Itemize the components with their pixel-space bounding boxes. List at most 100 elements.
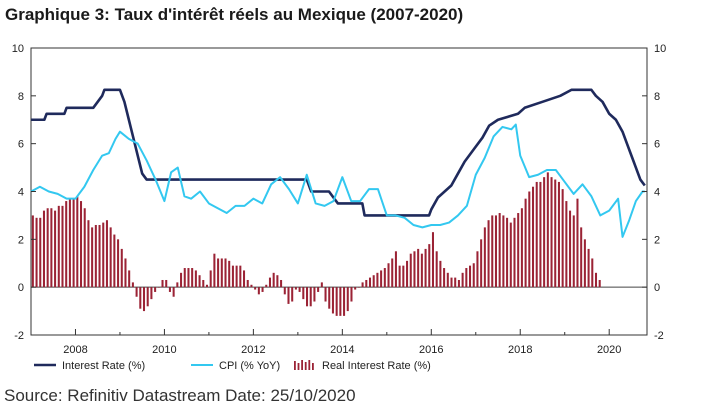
real-rate-bar [557, 181, 560, 288]
real-rate-bar [120, 248, 123, 288]
y-tick-label-right: 6 [654, 139, 660, 151]
real-rate-bar [394, 251, 397, 288]
real-rate-bar [283, 287, 286, 295]
real-rate-bar [80, 201, 83, 288]
x-axis: 2008 2010 2012 2014 2016 2018 2020 [30, 329, 621, 356]
real-rate-bar [465, 268, 468, 288]
real-rate-bar [343, 287, 346, 316]
real-rate-bar [480, 239, 483, 288]
real-rate-bar [539, 181, 542, 288]
real-rate-bar [380, 270, 383, 288]
source-note: Source: Refinitiv Datastream Date: 25/10… [4, 386, 356, 405]
real-rate-bar [506, 217, 509, 288]
legend-label: Real Interest Rate (%) [322, 360, 431, 372]
real-rate-bar [565, 201, 568, 288]
real-rate-bar [457, 279, 460, 288]
real-rate-bar [87, 220, 90, 288]
chart-title: Graphique 3: Taux d'intérêt réels au Mex… [5, 5, 464, 24]
real-rate-bar [483, 227, 486, 288]
y-tick-label-left: 6 [18, 139, 24, 151]
real-rate-bar [391, 258, 394, 288]
real-rate-bar [502, 215, 505, 288]
x-tick-label: 2020 [597, 344, 621, 356]
real-rate-bar [209, 270, 212, 288]
real-rate-bar [435, 251, 438, 288]
real-rate-bar [243, 270, 246, 288]
real-rate-bar [157, 287, 160, 288]
real-rate-bar [357, 287, 360, 288]
real-rate-bar [42, 210, 45, 288]
y-axis-left: -2 0 2 4 6 8 10 [12, 43, 36, 342]
real-rate-bar [31, 215, 34, 288]
x-tick-label: 2008 [63, 344, 87, 356]
real-rate-bar [94, 224, 97, 288]
real-rate-bar [431, 232, 434, 288]
y-tick-label-left: 2 [18, 234, 24, 246]
real-rate-bar [276, 275, 279, 288]
real-rate-bar [409, 253, 412, 288]
real-rate-bar [202, 279, 205, 288]
cpi-line [30, 123, 645, 238]
real-rate-bar [424, 248, 427, 288]
real-rate-bar [524, 198, 527, 288]
real-rate-bar [268, 277, 271, 288]
real-rate-bar [298, 287, 301, 292]
real-rate-bar [324, 287, 327, 302]
real-rate-bar [361, 282, 364, 288]
real-rate-bar [420, 253, 423, 288]
real-rate-bar [194, 270, 197, 288]
real-rate-bar [572, 215, 575, 288]
real-rate-bar [280, 279, 283, 288]
legend-swatch-bar [297, 363, 300, 370]
y-tick-label-right: 8 [654, 91, 660, 103]
real-rate-bar [446, 272, 449, 288]
y-tick-label-right: 0 [654, 282, 660, 294]
real-rate-bar [398, 265, 401, 288]
y-tick-label-left: 10 [12, 43, 24, 55]
real-rate-bar [261, 287, 264, 292]
real-interest-rate-bars [31, 172, 601, 316]
real-rate-bar [294, 287, 297, 290]
real-rate-bar [513, 217, 516, 288]
real-rate-bar [54, 210, 57, 288]
real-rate-bar [550, 177, 553, 288]
real-rate-bar [91, 227, 94, 288]
real-rate-bar [339, 287, 342, 316]
real-rate-bar [205, 284, 208, 288]
real-rate-bar [128, 270, 131, 288]
real-rate-bar [387, 263, 390, 288]
real-rate-bar [102, 222, 105, 288]
real-rate-bar [302, 287, 305, 300]
real-rate-bar [272, 272, 275, 288]
real-rate-bar [217, 258, 220, 288]
real-rate-bar [213, 253, 216, 288]
real-rate-bar [109, 227, 112, 288]
real-rate-bar [250, 284, 253, 288]
real-rate-bar [439, 260, 442, 288]
real-rate-bar [254, 287, 257, 290]
real-rate-bar [98, 224, 101, 288]
real-rate-bar [450, 277, 453, 288]
real-rate-bar [46, 208, 49, 288]
real-rate-bar [65, 201, 68, 288]
real-rate-bar [469, 265, 472, 288]
real-rate-bar [176, 282, 179, 288]
real-rate-bar [135, 287, 138, 297]
real-rate-bar [306, 287, 309, 307]
legend: Interest Rate (%) CPI (% YoY) Real Interes… [34, 360, 431, 372]
real-rate-bar [591, 258, 594, 288]
real-rate-bar [487, 220, 490, 288]
real-rate-bar [150, 287, 153, 300]
real-rate-bar [594, 272, 598, 288]
real-rate-bar [372, 275, 375, 288]
real-rate-bar [291, 287, 294, 302]
real-rate-bar [168, 287, 171, 292]
real-rate-bar [224, 258, 227, 288]
legend-swatch-real-rate [294, 360, 314, 370]
real-rate-bar [354, 287, 357, 290]
real-rate-bar [313, 287, 316, 302]
real-rate-bar [406, 260, 409, 288]
x-tick-label: 2012 [241, 344, 265, 356]
real-rate-bar [365, 279, 368, 288]
y-tick-label-right: 10 [654, 43, 666, 55]
